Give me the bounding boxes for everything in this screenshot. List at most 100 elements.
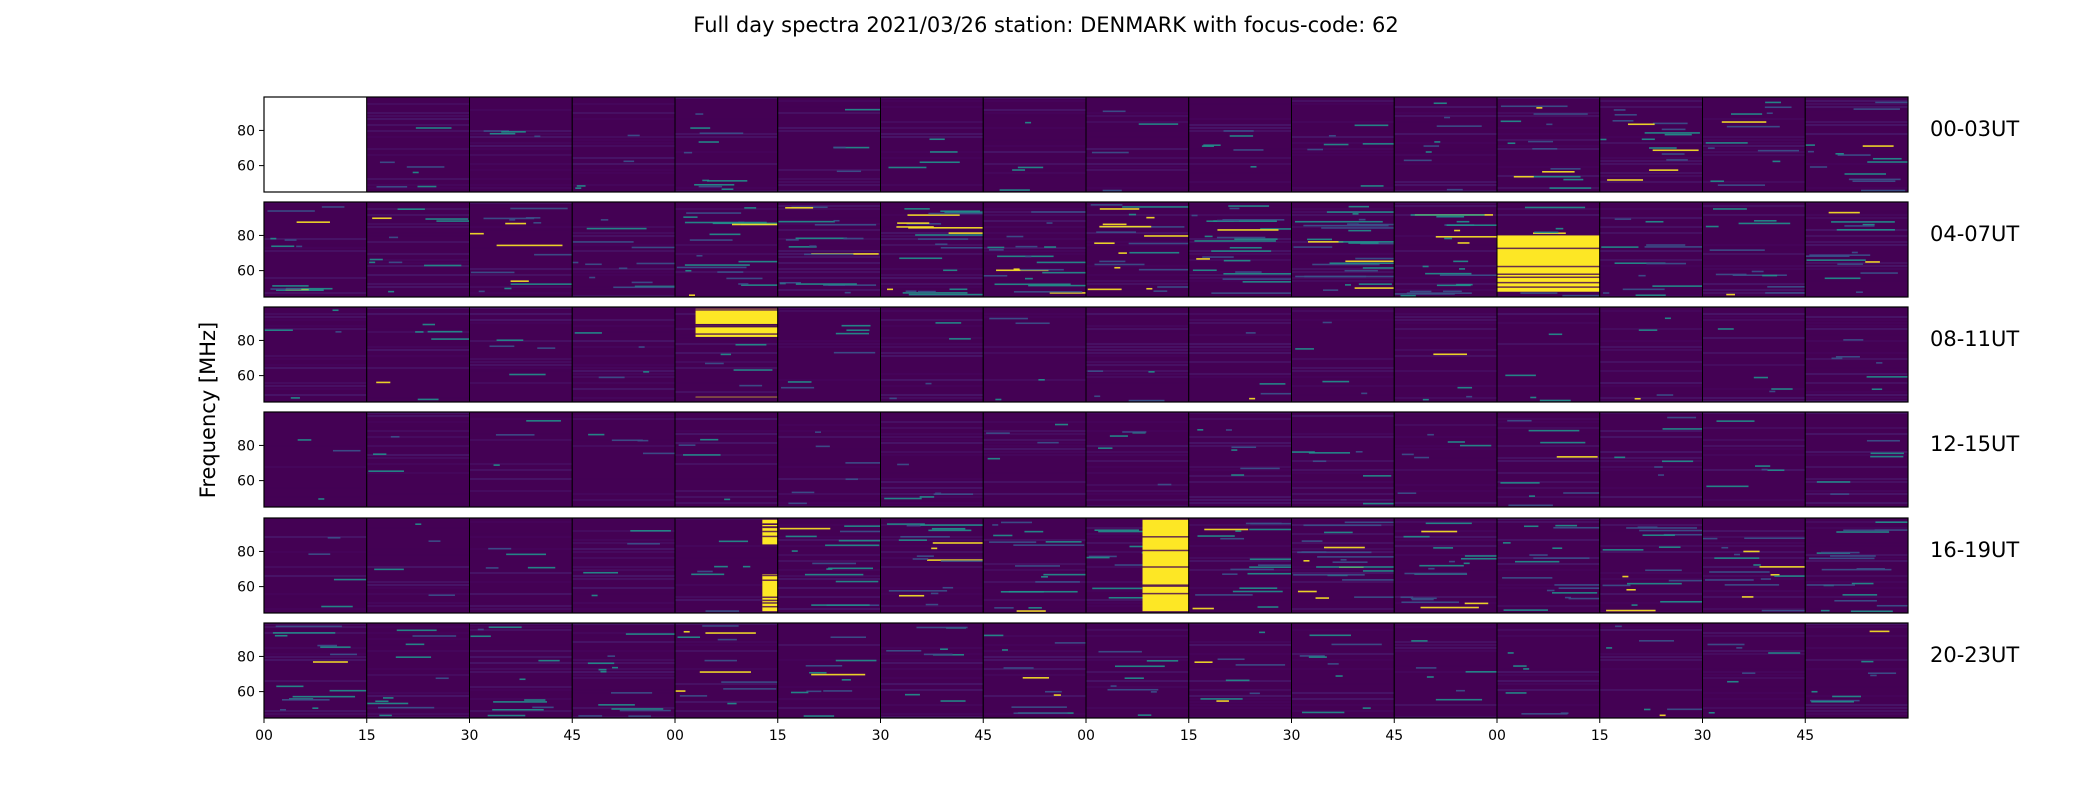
panel-bg	[572, 518, 675, 613]
signal-streak	[607, 655, 616, 657]
noise-stripe	[1086, 533, 1189, 535]
signal-streak	[696, 254, 703, 257]
signal-streak	[1223, 273, 1292, 275]
signal-streak	[321, 206, 345, 208]
noise-stripe	[675, 683, 778, 685]
noise-stripe	[675, 391, 778, 393]
noise-stripe	[1086, 355, 1189, 357]
signal-streak	[1708, 711, 1715, 714]
panel-bg	[1599, 97, 1703, 192]
saturated-block	[762, 574, 778, 612]
noise-stripe	[1394, 148, 1497, 150]
signal-streak	[379, 714, 392, 717]
saturated-gap	[762, 535, 778, 538]
noise-stripe	[366, 112, 470, 114]
panel-bg	[983, 623, 1086, 718]
noise-stripe	[1599, 382, 1703, 384]
signal-streak	[1192, 269, 1217, 272]
noise-stripe	[1702, 575, 1806, 577]
noise-stripe	[777, 536, 881, 538]
noise-stripe	[572, 671, 675, 673]
noise-stripe	[1599, 460, 1703, 462]
noise-stripe	[983, 163, 1086, 165]
signal-streak	[1709, 249, 1765, 251]
signal-streak	[1049, 292, 1086, 294]
noise-stripe	[264, 250, 367, 252]
spectrum-panel	[982, 622, 1087, 719]
signal-streak	[1118, 252, 1127, 254]
signal-streak	[1157, 286, 1189, 288]
noise-stripe	[675, 382, 778, 384]
noise-stripe	[1599, 451, 1703, 453]
signal-streak	[983, 274, 1008, 277]
noise-stripe	[1188, 184, 1292, 186]
signal-streak	[1659, 714, 1666, 717]
signal-streak	[276, 289, 324, 291]
signal-streak	[1322, 321, 1332, 324]
noise-stripe	[1394, 502, 1497, 504]
noise-stripe	[777, 505, 881, 507]
signal-streak	[1114, 564, 1153, 566]
signal-streak	[1344, 521, 1395, 524]
panel-bg	[366, 97, 470, 192]
noise-stripe	[777, 463, 881, 465]
signal-streak	[274, 634, 288, 637]
noise-stripe	[264, 566, 367, 568]
noise-stripe	[366, 668, 470, 670]
noise-stripe	[1805, 367, 1908, 369]
noise-stripe	[469, 478, 573, 480]
noise-stripe	[777, 205, 881, 207]
signal-streak	[1615, 625, 1622, 628]
noise-stripe	[1702, 154, 1806, 156]
signal-streak	[288, 698, 314, 700]
noise-stripe	[366, 581, 470, 583]
signal-streak	[1042, 271, 1086, 274]
signal-streak	[397, 208, 425, 210]
noise-stripe	[1291, 542, 1395, 544]
signal-streak	[1102, 110, 1126, 113]
noise-stripe	[1805, 647, 1908, 649]
signal-streak	[1768, 652, 1801, 654]
spectrum-panel	[1291, 306, 1395, 403]
signal-streak	[1668, 579, 1703, 582]
signal-streak	[1664, 133, 1692, 136]
noise-stripe	[1599, 208, 1703, 210]
signal-streak	[1666, 159, 1688, 161]
signal-streak	[1807, 150, 1814, 153]
noise-stripe	[1805, 316, 1908, 318]
noise-stripe	[1805, 187, 1908, 189]
signal-streak	[1456, 220, 1470, 223]
signal-streak	[1764, 106, 1792, 109]
noise-stripe	[983, 418, 1086, 420]
noise-stripe	[1086, 325, 1189, 327]
noise-stripe	[1394, 704, 1497, 706]
noise-stripe	[572, 367, 675, 369]
noise-stripe	[880, 244, 984, 246]
noise-stripe	[675, 641, 778, 643]
signal-streak	[1529, 554, 1548, 556]
noise-stripe	[1291, 493, 1395, 495]
noise-stripe	[1086, 451, 1189, 453]
noise-stripe	[777, 466, 881, 468]
noise-stripe	[1394, 626, 1497, 628]
noise-stripe	[983, 316, 1086, 318]
signal-streak	[1662, 428, 1703, 430]
row-time-label: 00-03UT	[1930, 117, 2019, 141]
signal-streak	[1466, 395, 1473, 398]
signal-streak	[1663, 533, 1703, 536]
noise-stripe	[1805, 542, 1908, 544]
noise-stripe	[880, 472, 984, 474]
signal-streak	[1612, 120, 1634, 122]
panel-bg	[572, 202, 675, 297]
noise-stripe	[1086, 112, 1189, 114]
noise-stripe	[675, 596, 778, 598]
spectrum-panel	[880, 622, 984, 719]
noise-stripe	[469, 364, 573, 366]
signal-streak	[1602, 584, 1631, 587]
signal-streak	[576, 185, 586, 187]
signal-streak	[1562, 294, 1600, 297]
noise-stripe	[469, 593, 573, 595]
panel-bg	[675, 202, 778, 297]
spectrum-panel	[1085, 622, 1190, 719]
noise-stripe	[1599, 602, 1703, 604]
